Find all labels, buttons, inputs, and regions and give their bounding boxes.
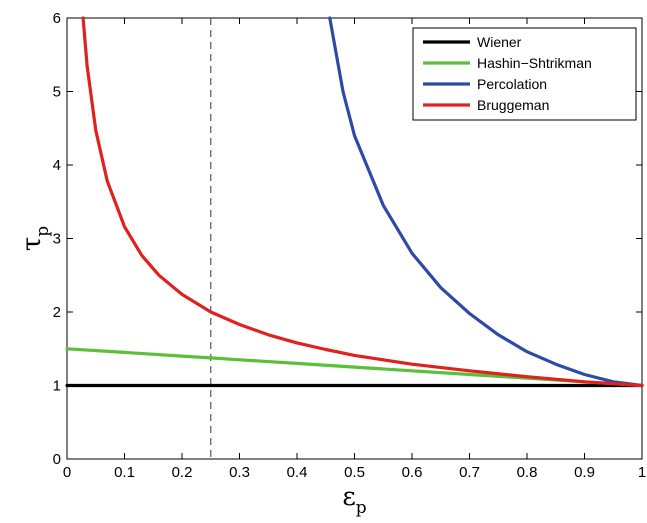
x-tick-label: 0.5	[344, 464, 365, 481]
x-tick-label: 0.1	[114, 464, 135, 481]
legend: Wiener Hashin−Shtrikman Percolation Bruggem…	[412, 27, 637, 121]
y-axis-label-subscript: p	[33, 226, 53, 237]
legend-label: Percolation	[477, 76, 547, 92]
x-tick-label: 0.6	[402, 464, 423, 481]
plot-area: 0 0.1 0.2 0.3 0.4 0.5 0.6 0.7 0.8 0.9 1 0 1 2 3 4 5 6	[53, 10, 647, 481]
y-tick-label: 6	[53, 10, 61, 27]
x-axis-label: εp	[342, 482, 366, 518]
x-tick-label: 0.3	[229, 464, 250, 481]
x-tick-label: 0.9	[574, 464, 595, 481]
legend-label: Wiener	[477, 34, 522, 50]
y-tick-label: 3	[53, 231, 61, 248]
x-tick-label: 1	[638, 464, 646, 481]
y-axis-label: τp	[17, 226, 53, 251]
x-tick-label: 0	[63, 464, 71, 481]
y-tick-label: 1	[53, 378, 61, 395]
y-tick-label: 0	[53, 451, 61, 468]
y-axis-label-symbol: τ	[17, 237, 47, 251]
series-group	[65, 16, 644, 388]
x-tick-label: 0.7	[459, 464, 480, 481]
y-tick-label: 4	[53, 157, 61, 174]
y-tick-label: 2	[53, 304, 61, 321]
series-line-bruggeman	[81, 16, 644, 388]
legend-label: Bruggeman	[477, 97, 549, 113]
y-tick-label: 5	[53, 84, 61, 101]
legend-label: Hashin−Shtrikman	[477, 55, 592, 71]
x-tick-label: 0.4	[287, 464, 308, 481]
x-axis-label-subscript: p	[356, 498, 367, 518]
axis-ticks: 0 0.1 0.2 0.3 0.4 0.5 0.6 0.7 0.8 0.9 1 0 1 2 3 4 5 6	[53, 10, 647, 481]
x-tick-label: 0.2	[172, 464, 193, 481]
series-line-percolation	[328, 16, 644, 388]
x-tick-label: 0.8	[517, 464, 538, 481]
x-axis-label-symbol: ε	[342, 482, 355, 512]
